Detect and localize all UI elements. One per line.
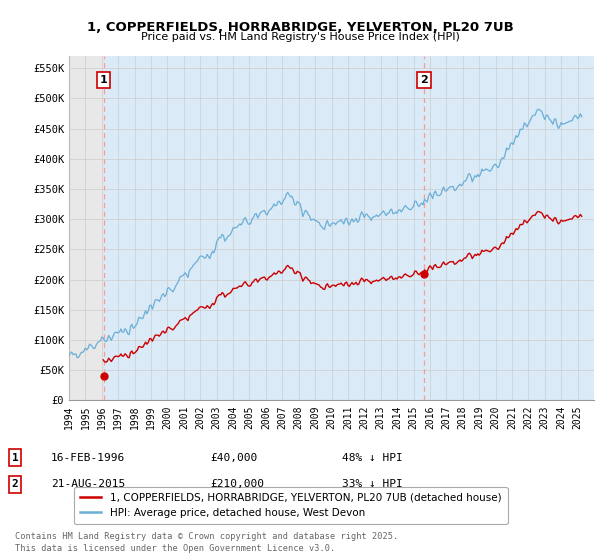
Text: 1: 1 — [11, 452, 19, 463]
Legend: 1, COPPERFIELDS, HORRABRIDGE, YELVERTON, PL20 7UB (detached house), HPI: Average: 1, COPPERFIELDS, HORRABRIDGE, YELVERTON,… — [74, 487, 508, 524]
Text: 33% ↓ HPI: 33% ↓ HPI — [342, 479, 403, 489]
Text: Price paid vs. HM Land Registry's House Price Index (HPI): Price paid vs. HM Land Registry's House … — [140, 32, 460, 42]
Text: 48% ↓ HPI: 48% ↓ HPI — [342, 452, 403, 463]
Text: 16-FEB-1996: 16-FEB-1996 — [51, 452, 125, 463]
Text: £210,000: £210,000 — [210, 479, 264, 489]
Text: £40,000: £40,000 — [210, 452, 257, 463]
Text: 1: 1 — [100, 75, 107, 85]
Text: 1, COPPERFIELDS, HORRABRIDGE, YELVERTON, PL20 7UB: 1, COPPERFIELDS, HORRABRIDGE, YELVERTON,… — [86, 21, 514, 34]
Text: 21-AUG-2015: 21-AUG-2015 — [51, 479, 125, 489]
Text: 2: 2 — [11, 479, 19, 489]
Text: 2: 2 — [420, 75, 428, 85]
Text: Contains HM Land Registry data © Crown copyright and database right 2025.
This d: Contains HM Land Registry data © Crown c… — [15, 533, 398, 553]
Bar — [69, 56, 104, 400]
